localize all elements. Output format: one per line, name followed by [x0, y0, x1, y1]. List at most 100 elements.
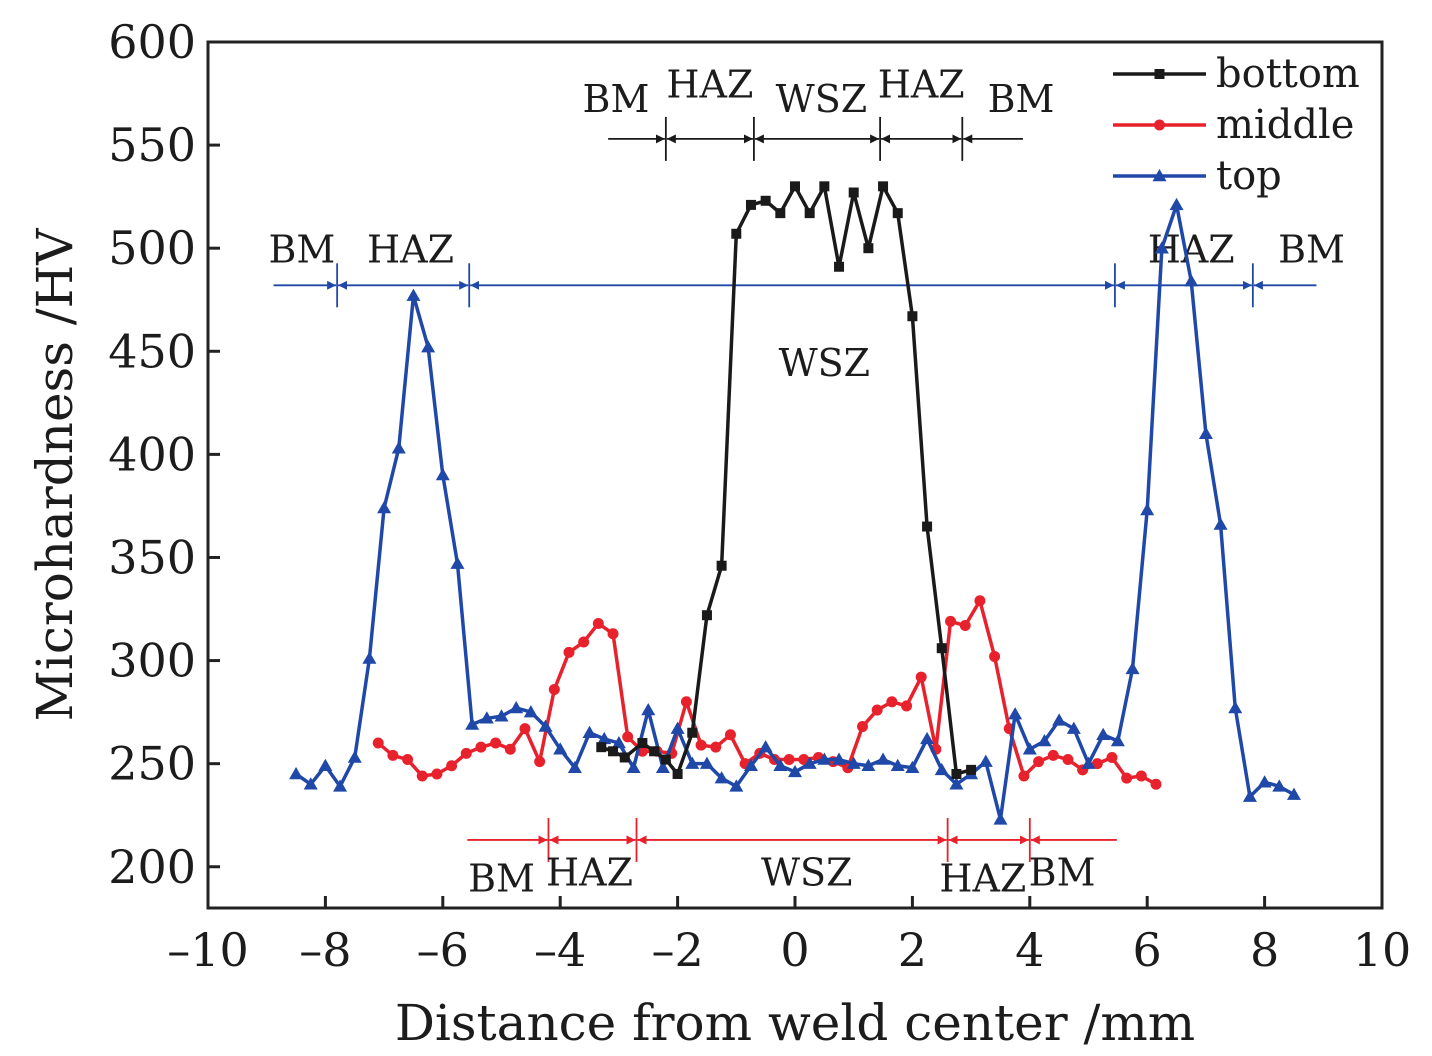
data-point-top: [714, 771, 729, 784]
data-point-top: [846, 756, 861, 769]
data-point-middle: [548, 683, 560, 695]
zone-label: BM: [268, 228, 335, 272]
data-point-bottom: [848, 187, 859, 198]
data-point-top: [1052, 713, 1067, 726]
zone-label: BM: [468, 857, 535, 901]
data-point-bottom: [892, 208, 903, 219]
data-point-bottom: [819, 181, 830, 192]
data-point-middle: [959, 620, 971, 632]
data-point-bottom: [834, 261, 845, 272]
x-tick-label: 10: [1353, 923, 1412, 977]
data-point-middle: [475, 741, 487, 753]
data-point-top: [861, 758, 876, 771]
data-point-top: [729, 779, 744, 792]
data-point-top: [538, 719, 553, 732]
series-bottom: [596, 181, 977, 779]
zone-label: BM: [988, 77, 1055, 121]
data-point-middle: [504, 743, 516, 755]
data-point-top: [1066, 721, 1081, 734]
data-point-middle: [945, 615, 957, 627]
data-point-top: [817, 752, 832, 765]
data-point-middle: [710, 741, 722, 753]
data-point-bottom: [878, 181, 889, 192]
data-point-bottom: [637, 738, 648, 749]
data-point-top: [553, 742, 568, 755]
legend-marker: [1154, 69, 1165, 79]
y-tick-label: 550: [108, 118, 196, 172]
y-axis-title: Microhardness /HV: [26, 228, 84, 722]
zone-label: WSZ: [776, 77, 868, 121]
data-point-bottom: [790, 181, 800, 192]
data-point-bottom: [649, 746, 660, 757]
data-point-top: [318, 758, 333, 771]
data-point-bottom: [716, 560, 727, 571]
data-point-middle: [607, 628, 619, 640]
data-point-top: [421, 340, 436, 353]
data-point-top: [347, 750, 362, 763]
data-point-top: [1081, 756, 1096, 769]
data-point-top: [905, 760, 920, 774]
data-point-top: [509, 700, 524, 714]
data-point-middle: [402, 754, 414, 766]
zone-annotation-bottom: BM HAZ WSZ HAZ BM: [583, 63, 1055, 161]
data-point-middle: [592, 617, 604, 629]
legend-entry-bottom: bottom: [1113, 51, 1360, 97]
data-point-middle: [886, 696, 898, 708]
data-point-middle: [915, 671, 927, 683]
legend-label: middle: [1216, 102, 1354, 148]
series-middle: [372, 595, 1162, 790]
data-point-middle: [695, 739, 707, 751]
x-tick-label: –10: [167, 923, 249, 977]
data-point-middle: [431, 768, 443, 780]
data-point-middle: [490, 737, 502, 749]
data-point-middle: [387, 749, 399, 761]
data-point-middle: [1062, 754, 1074, 766]
x-tick-label: 8: [1250, 923, 1279, 977]
data-point-top: [289, 766, 304, 780]
zone-annotation-middle: BM HAZ WSZ HAZ BM: [467, 817, 1117, 901]
data-point-top: [920, 731, 935, 745]
data-point-middle: [1047, 749, 1059, 761]
data-point-bottom: [863, 243, 874, 254]
data-point-middle: [680, 696, 692, 708]
data-point-bottom: [596, 742, 607, 753]
data-point-middle: [783, 754, 795, 766]
data-point-middle: [578, 636, 590, 648]
legend: bottom middle top: [1113, 51, 1360, 199]
y-tick-label: 450: [108, 324, 196, 378]
data-point-bottom: [951, 768, 962, 779]
x-tick-label: 0: [780, 923, 809, 977]
y-tick-label: 250: [108, 737, 196, 791]
data-point-top: [1213, 517, 1228, 530]
zone-label: WSZ: [779, 341, 871, 385]
data-point-top: [655, 760, 670, 774]
data-point-top: [626, 760, 641, 774]
data-point-top: [1286, 787, 1301, 800]
data-point-top: [1140, 503, 1155, 516]
x-axis-title: Distance from weld center /mm: [395, 994, 1195, 1052]
data-point-top: [641, 703, 656, 716]
data-point-middle: [724, 729, 736, 741]
data-point-top: [333, 779, 348, 792]
data-point-middle: [974, 595, 986, 607]
data-point-top: [597, 731, 612, 745]
data-point-bottom: [731, 228, 742, 239]
data-point-top: [788, 764, 802, 778]
data-point-top: [978, 754, 993, 767]
x-tick-label: 4: [1015, 923, 1044, 977]
data-point-top: [435, 468, 450, 481]
data-point-top: [1022, 742, 1037, 755]
x-tick-label: –6: [417, 923, 469, 977]
data-point-top: [1037, 733, 1052, 747]
y-tick-label: 600: [108, 15, 196, 69]
data-point-middle: [534, 756, 546, 768]
data-point-top: [303, 777, 318, 790]
data-point-top: [670, 721, 685, 734]
legend-entry-middle: middle: [1113, 102, 1354, 148]
y-tick-label: 200: [108, 840, 196, 894]
data-point-top: [890, 758, 905, 771]
data-point-bottom: [619, 752, 630, 763]
data-point-top: [685, 756, 700, 769]
